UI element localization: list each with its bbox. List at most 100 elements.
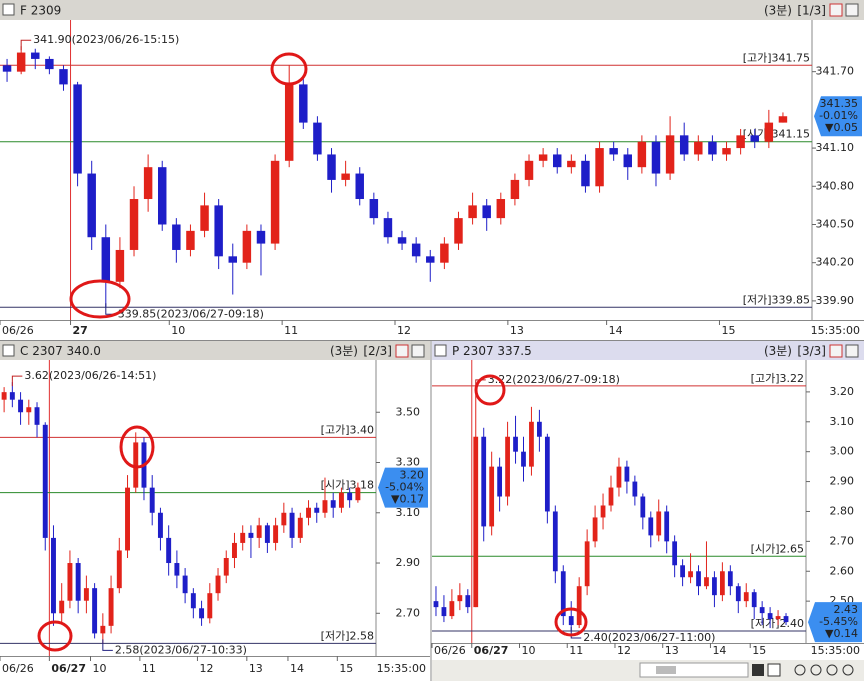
low-note-marker bbox=[102, 639, 113, 651]
candle-body bbox=[299, 84, 308, 123]
panel-header bbox=[432, 341, 864, 360]
candle-body bbox=[651, 141, 661, 174]
candle-body bbox=[465, 595, 471, 608]
interval: (3분) bbox=[330, 344, 358, 358]
candle-body bbox=[560, 571, 566, 617]
candle-body bbox=[778, 116, 788, 123]
panel-title: P 2307 337.5 bbox=[452, 344, 532, 358]
candle-body bbox=[521, 451, 526, 467]
high-note-marker bbox=[11, 375, 23, 387]
x-tick-label: 11 bbox=[142, 662, 156, 675]
price-change: ▼0.14 bbox=[825, 627, 858, 640]
price-change-pct: -0.01% bbox=[819, 109, 858, 122]
x-tick-label: 13 bbox=[249, 662, 263, 675]
y-tick-label: 2.90 bbox=[830, 475, 855, 488]
cursor-time: 15:35:00 bbox=[811, 644, 860, 657]
candle-body bbox=[270, 160, 280, 244]
y-tick-label: 2.80 bbox=[830, 504, 855, 517]
scroll-thumb[interactable] bbox=[656, 666, 676, 674]
x-tick-label: 10 bbox=[93, 662, 107, 675]
panel-title: F 2309 bbox=[20, 4, 61, 18]
candle-body bbox=[441, 607, 447, 617]
x-tick-label: 14 bbox=[609, 324, 623, 337]
candle-body bbox=[513, 436, 518, 452]
candle-body bbox=[45, 58, 54, 70]
candle-body bbox=[355, 173, 364, 200]
y-tick-label: 2.70 bbox=[830, 534, 855, 547]
candle-body bbox=[200, 205, 209, 231]
highlight-circles bbox=[37, 52, 588, 652]
y-tick-label: 340.20 bbox=[816, 256, 855, 269]
candle-body bbox=[581, 160, 590, 187]
stop-button[interactable] bbox=[752, 664, 764, 676]
candle-body bbox=[129, 199, 139, 250]
candle-body bbox=[108, 588, 114, 626]
candle-body bbox=[538, 154, 548, 161]
candle-body bbox=[18, 399, 24, 413]
header-icon[interactable] bbox=[395, 344, 409, 358]
x-tick-label: 27 bbox=[73, 324, 88, 337]
checkbox[interactable] bbox=[2, 3, 15, 16]
candle-body bbox=[537, 421, 542, 437]
panel-header bbox=[0, 341, 430, 360]
price-box bbox=[378, 467, 428, 508]
x-tick-label: 12 bbox=[397, 324, 411, 337]
candle-body bbox=[600, 505, 606, 518]
y-tick-label: 2.90 bbox=[396, 556, 421, 569]
x-tick-label: 06/26 bbox=[2, 324, 34, 337]
ref-line-label: [저가]2.58 bbox=[321, 629, 374, 642]
panel-title: C 2307 340.0 bbox=[20, 344, 101, 358]
candle-body bbox=[510, 179, 520, 200]
candle-body bbox=[712, 577, 717, 596]
y-tick-label: 3.20 bbox=[830, 385, 855, 398]
highlight-circle bbox=[474, 374, 506, 406]
candle-body bbox=[73, 84, 82, 174]
candle-body bbox=[656, 511, 662, 536]
header-icon[interactable] bbox=[829, 3, 843, 17]
play-button[interactable] bbox=[767, 663, 781, 677]
candle-body bbox=[708, 141, 717, 155]
x-tick-label: 06/26 bbox=[2, 662, 34, 675]
x-tick-label: 06/27 bbox=[474, 644, 509, 657]
header-icon[interactable] bbox=[829, 344, 843, 358]
candle-body bbox=[16, 52, 26, 72]
highlight-circle bbox=[270, 52, 308, 86]
header-icon[interactable] bbox=[845, 3, 859, 17]
ref-line-label: [저가]339.85 bbox=[743, 293, 810, 306]
candle-body bbox=[289, 512, 295, 538]
x-tick-label: 11 bbox=[284, 324, 298, 337]
header-icon[interactable] bbox=[845, 344, 859, 358]
high-note: 3.22(2023/06/27-09:18) bbox=[488, 373, 620, 386]
candle-body bbox=[1, 392, 7, 400]
candle-body bbox=[116, 550, 122, 589]
candle-body bbox=[31, 52, 40, 59]
panel-header bbox=[0, 0, 864, 20]
zoom-in[interactable] bbox=[794, 664, 806, 676]
candle-body bbox=[454, 218, 463, 244]
low-note: 2.40(2023/06/27-11:00) bbox=[583, 631, 715, 644]
x-tick-label: 06/27 bbox=[51, 662, 86, 675]
zoom-out[interactable] bbox=[810, 664, 822, 676]
toolbar bbox=[432, 660, 864, 681]
candle-body bbox=[264, 525, 270, 543]
zoom-reset[interactable] bbox=[826, 664, 838, 676]
candle-body bbox=[505, 436, 510, 497]
x-tick-label: 10 bbox=[522, 644, 536, 657]
candle-body bbox=[115, 249, 125, 282]
candle-body bbox=[223, 558, 229, 576]
checkbox[interactable] bbox=[434, 344, 447, 357]
checkbox[interactable] bbox=[2, 344, 15, 357]
candle-body bbox=[67, 563, 73, 601]
x-tick-label: 12 bbox=[617, 644, 631, 657]
candle-body bbox=[624, 466, 630, 482]
header-icon[interactable] bbox=[411, 344, 425, 358]
candle-body bbox=[688, 571, 693, 578]
candle-body bbox=[722, 148, 731, 155]
zoom-fit[interactable] bbox=[842, 664, 854, 676]
x-tick-label: 14 bbox=[712, 644, 726, 657]
candle-body bbox=[59, 69, 68, 85]
price-box bbox=[814, 96, 862, 137]
candle-body bbox=[228, 256, 237, 263]
